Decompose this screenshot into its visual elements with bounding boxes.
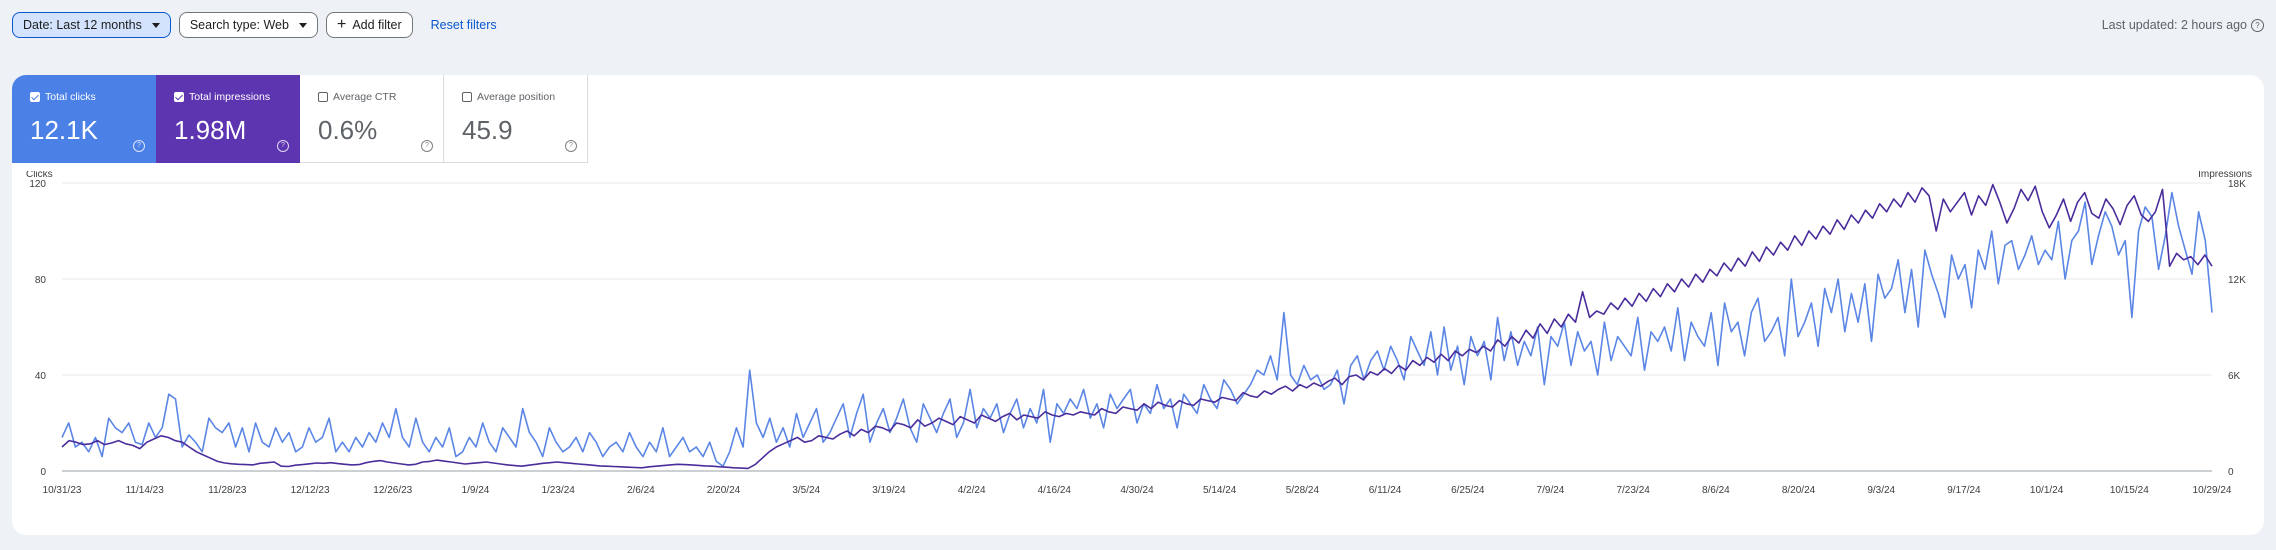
date-filter-chip[interactable]: Date: Last 12 months — [12, 12, 171, 38]
metric-average-ctr[interactable]: Average CTR 0.6% ? — [300, 75, 444, 163]
x-tick-label: 9/17/24 — [1947, 485, 1981, 496]
right-axis-title: Impressions — [2198, 171, 2252, 180]
last-updated-text: Last updated: 2 hours ago — [2101, 18, 2247, 32]
x-tick-label: 3/5/24 — [792, 485, 820, 496]
performance-chart[interactable]: Clicks Impressions 0 40 80 120 0 6K 12K 18K 10/31/… — [12, 171, 2264, 535]
checkbox-checked-icon[interactable] — [174, 92, 184, 102]
x-tick-label: 4/2/24 — [958, 485, 986, 496]
chevron-down-icon — [298, 22, 307, 28]
metric-label: Average CTR — [333, 91, 397, 103]
x-tick-label: 4/16/24 — [1038, 485, 1072, 496]
x-tick-label: 2/20/24 — [707, 485, 741, 496]
right-tick-label: 0 — [2228, 467, 2234, 478]
help-icon[interactable]: ? — [133, 140, 145, 152]
left-tick-label: 120 — [29, 179, 46, 190]
metric-label-row: Total clicks — [30, 91, 96, 103]
x-tick-label: 6/25/24 — [1451, 485, 1485, 496]
metric-value: 1.98M — [174, 115, 247, 145]
checkbox-unchecked-icon[interactable] — [318, 92, 328, 102]
series-line-total-impressions — [61, 183, 2213, 470]
right-tick-label: 12K — [2228, 275, 2246, 286]
help-icon[interactable]: ? — [277, 140, 289, 152]
x-tick-label: 7/9/24 — [1537, 485, 1565, 496]
metric-label-row: Total impressions — [174, 91, 270, 103]
x-tick-label: 8/20/24 — [1782, 485, 1816, 496]
x-tick-label: 8/6/24 — [1702, 485, 1730, 496]
x-tick-label: 3/19/24 — [872, 485, 906, 496]
x-tick-label: 5/28/24 — [1286, 485, 1320, 496]
metric-tiles: Total clicks 12.1K ? Total impressions 1… — [12, 75, 588, 163]
reset-filters-link[interactable]: Reset filters — [430, 18, 497, 32]
plus-icon: + — [336, 16, 347, 33]
metric-label-row: Average position — [462, 91, 555, 103]
help-icon[interactable]: ? — [421, 140, 433, 152]
metric-total-impressions[interactable]: Total impressions 1.98M ? — [156, 75, 300, 163]
metric-average-position[interactable]: Average position 45.9 ? — [444, 75, 588, 163]
metric-label-row: Average CTR — [318, 91, 396, 103]
series-line-total-clicks — [61, 191, 2213, 468]
x-tick-label: 10/1/24 — [2030, 485, 2064, 496]
date-filter-label: Date: Last 12 months — [23, 18, 142, 32]
right-tick-label: 6K — [2228, 371, 2241, 382]
metric-total-clicks[interactable]: Total clicks 12.1K ? — [12, 75, 156, 163]
x-tick-label: 2/6/24 — [627, 485, 655, 496]
metric-label: Total impressions — [189, 91, 271, 103]
search-type-filter-label: Search type: Web — [189, 18, 289, 32]
chevron-down-icon — [151, 22, 160, 28]
metric-value: 12.1K — [30, 115, 98, 145]
x-tick-label: 1/23/24 — [541, 485, 575, 496]
left-tick-label: 40 — [35, 371, 47, 382]
add-filter-button[interactable]: + Add filter — [325, 12, 413, 38]
x-tick-label: 7/23/24 — [1616, 485, 1650, 496]
checkbox-unchecked-icon[interactable] — [462, 92, 472, 102]
help-icon[interactable]: ? — [2251, 18, 2264, 32]
metric-value: 45.9 — [462, 115, 513, 145]
right-tick-label: 18K — [2228, 179, 2246, 190]
metric-value: 0.6% — [318, 115, 378, 145]
x-tick-label: 9/3/24 — [1867, 485, 1895, 496]
help-icon[interactable]: ? — [565, 140, 577, 152]
left-axis-title: Clicks — [26, 171, 53, 180]
performance-card: Total clicks 12.1K ? Total impressions 1… — [12, 75, 2264, 535]
checkbox-checked-icon[interactable] — [30, 92, 40, 102]
left-tick-label: 0 — [40, 467, 46, 478]
last-updated: Last updated: 2 hours ago ? — [2102, 18, 2264, 32]
x-tick-label: 12/26/23 — [373, 485, 412, 496]
filter-bar: Date: Last 12 months Search type: Web + … — [12, 12, 497, 38]
x-tick-label: 11/14/23 — [126, 485, 165, 496]
x-tick-label: 12/12/23 — [291, 485, 330, 496]
x-tick-label: 1/9/24 — [462, 485, 490, 496]
metric-label: Average position — [477, 91, 556, 103]
x-tick-label: 10/31/23 — [43, 485, 82, 496]
x-tick-label: 11/28/23 — [208, 485, 247, 496]
x-tick-label: 4/30/24 — [1120, 485, 1154, 496]
add-filter-label: Add filter — [352, 18, 402, 32]
x-tick-label: 10/15/24 — [2110, 485, 2149, 496]
metric-label: Total clicks — [45, 91, 96, 103]
x-tick-label: 6/11/24 — [1369, 485, 1402, 496]
search-type-filter-chip[interactable]: Search type: Web — [178, 12, 318, 38]
left-tick-label: 80 — [35, 275, 47, 286]
x-tick-label: 5/14/24 — [1203, 485, 1237, 496]
x-tick-label: 10/29/24 — [2193, 485, 2232, 496]
